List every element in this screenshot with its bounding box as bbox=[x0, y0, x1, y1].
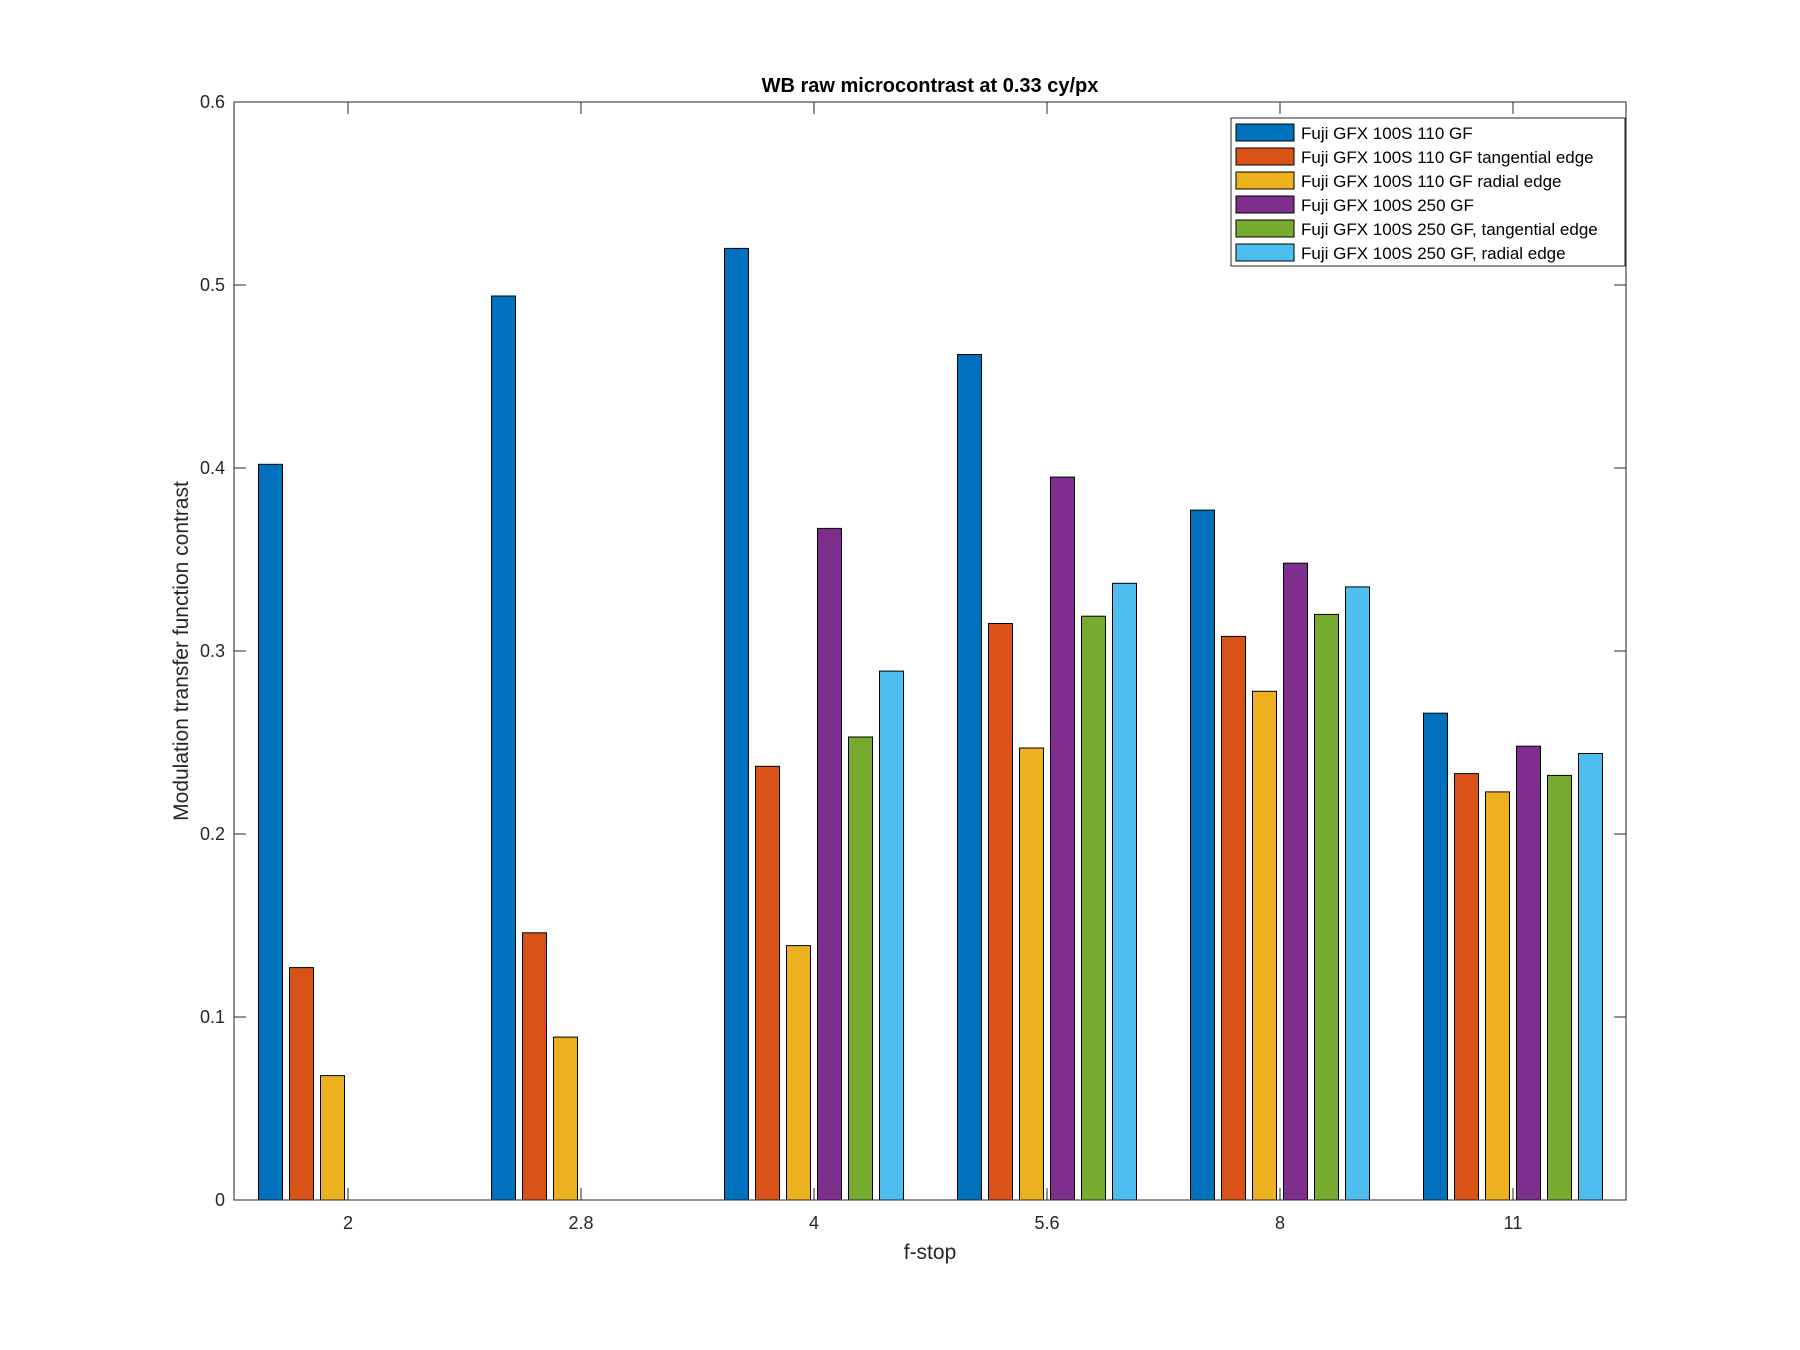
x-tick-label: 2.8 bbox=[568, 1213, 593, 1233]
bar bbox=[1112, 582, 1137, 1201]
bar bbox=[1314, 613, 1339, 1201]
bar bbox=[755, 765, 780, 1201]
bar bbox=[1190, 509, 1215, 1201]
bar bbox=[988, 623, 1013, 1201]
legend-label: Fuji GFX 100S 110 GF radial edge bbox=[1301, 172, 1562, 191]
bar bbox=[786, 945, 811, 1201]
x-tick-label: 8 bbox=[1275, 1213, 1285, 1233]
legend-swatch bbox=[1235, 171, 1295, 190]
ticks-layer: 2 2.8 4 5.6 8 11 0 0.1 0.2 0.3 0.4 0.5 0.6 bbox=[200, 92, 1626, 1233]
bar bbox=[1516, 745, 1541, 1201]
bars-layer bbox=[258, 247, 1603, 1201]
x-tick-label: 2 bbox=[343, 1213, 353, 1233]
y-tick-label: 0 bbox=[215, 1190, 225, 1210]
bar bbox=[491, 295, 516, 1201]
bar bbox=[1454, 773, 1479, 1201]
bar bbox=[1345, 586, 1370, 1201]
y-tick-label: 0.1 bbox=[200, 1007, 225, 1027]
bar bbox=[879, 670, 904, 1201]
legend-label: Fuji GFX 100S 250 GF, radial edge bbox=[1301, 244, 1566, 263]
legend-swatch bbox=[1235, 123, 1295, 142]
bar bbox=[258, 463, 283, 1201]
legend-swatch bbox=[1235, 219, 1295, 238]
legend-box bbox=[1230, 117, 1626, 267]
bar bbox=[522, 932, 547, 1201]
bar bbox=[1578, 753, 1603, 1201]
x-tick-label: 4 bbox=[809, 1213, 819, 1233]
y-tick-label: 0.5 bbox=[200, 275, 225, 295]
bar bbox=[817, 527, 842, 1201]
y-axis-label: Modulation transfer function contrast bbox=[170, 481, 193, 821]
legend-label: Fuji GFX 100S 110 GF tangential edge bbox=[1301, 148, 1594, 167]
y-tick-label: 0.3 bbox=[200, 641, 225, 661]
legend-swatch bbox=[1235, 147, 1295, 166]
bar bbox=[1081, 615, 1106, 1201]
bar bbox=[1423, 712, 1448, 1201]
legend-swatch bbox=[1235, 243, 1295, 262]
bar bbox=[1485, 791, 1510, 1201]
bar bbox=[848, 736, 873, 1201]
bar bbox=[724, 247, 749, 1201]
plot-area bbox=[234, 102, 1626, 1200]
legend-swatch bbox=[1235, 195, 1295, 214]
legend-label: Fuji GFX 100S 250 GF bbox=[1301, 196, 1474, 215]
y-tick-label: 0.4 bbox=[200, 458, 225, 478]
bar bbox=[1283, 562, 1308, 1201]
x-tick-label: 5.6 bbox=[1034, 1213, 1059, 1233]
y-tick-label: 0.6 bbox=[200, 92, 225, 112]
bar bbox=[1252, 690, 1277, 1201]
chart-title: WB raw microcontrast at 0.33 cy/px bbox=[762, 75, 1099, 97]
legend-label: Fuji GFX 100S 250 GF, tangential edge bbox=[1301, 220, 1598, 239]
bar bbox=[1050, 476, 1075, 1201]
x-axis-label: f-stop bbox=[904, 1241, 957, 1264]
bar bbox=[289, 967, 314, 1201]
bar bbox=[1019, 747, 1044, 1201]
bar bbox=[1221, 635, 1246, 1201]
legend: Fuji GFX 100S 110 GF Fuji GFX 100S 110 GF… bbox=[1230, 117, 1626, 267]
x-tick-label: 11 bbox=[1504, 1213, 1523, 1233]
bar bbox=[553, 1036, 578, 1201]
legend-label: Fuji GFX 100S 110 GF bbox=[1301, 124, 1473, 143]
bar bbox=[957, 354, 982, 1201]
bar bbox=[320, 1075, 345, 1201]
bar bbox=[1547, 774, 1572, 1201]
y-tick-label: 0.2 bbox=[200, 824, 225, 844]
